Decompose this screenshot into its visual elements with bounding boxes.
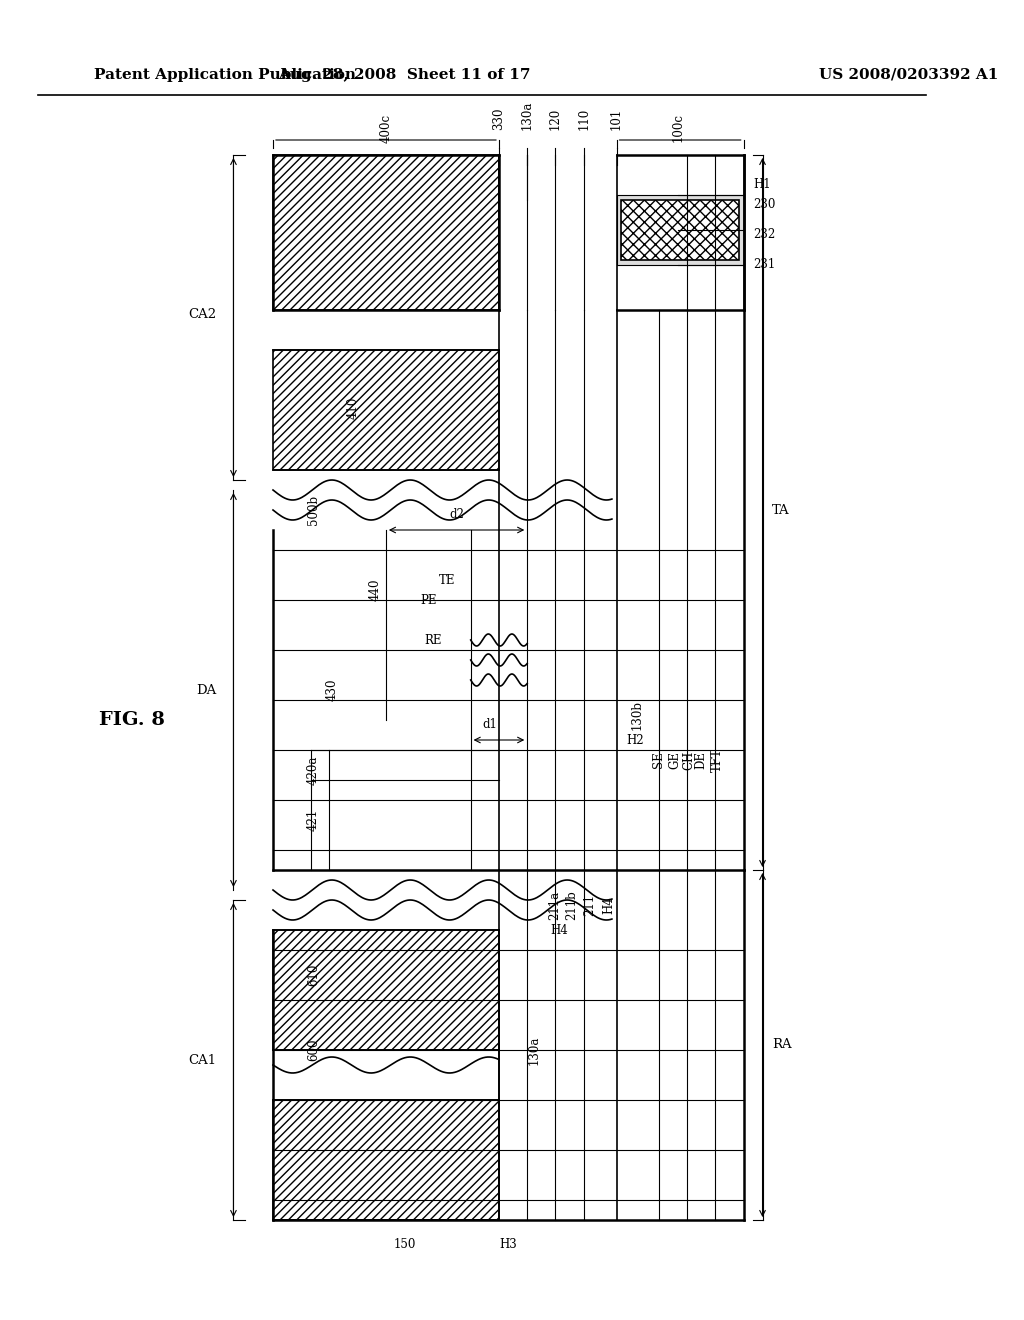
Text: 421: 421 xyxy=(307,809,321,832)
Text: TA: TA xyxy=(772,503,790,516)
Text: TFT: TFT xyxy=(711,748,724,772)
Text: H4: H4 xyxy=(602,896,615,913)
Text: 420a: 420a xyxy=(307,755,321,784)
Text: 500b: 500b xyxy=(307,495,321,525)
Text: d2: d2 xyxy=(450,508,464,521)
Text: 230: 230 xyxy=(753,198,775,211)
Text: 120: 120 xyxy=(549,108,562,129)
Text: H4: H4 xyxy=(551,924,568,936)
Bar xyxy=(622,201,739,260)
Text: 430: 430 xyxy=(326,678,339,701)
Text: SE: SE xyxy=(652,751,666,768)
Text: GE: GE xyxy=(669,751,681,770)
Text: H1: H1 xyxy=(753,178,771,191)
Text: FIG. 8: FIG. 8 xyxy=(99,711,165,729)
Text: 211b: 211b xyxy=(565,890,578,920)
Text: 440: 440 xyxy=(369,578,381,601)
Text: 130a: 130a xyxy=(520,100,534,129)
Text: 610: 610 xyxy=(307,964,321,986)
Text: Aug. 28, 2008  Sheet 11 of 17: Aug. 28, 2008 Sheet 11 of 17 xyxy=(279,69,531,82)
Text: 110: 110 xyxy=(578,108,590,129)
Text: TE: TE xyxy=(439,573,456,586)
Bar xyxy=(273,931,499,1049)
Text: US 2008/0203392 A1: US 2008/0203392 A1 xyxy=(819,69,998,82)
Text: 600: 600 xyxy=(307,1039,321,1061)
Text: PE: PE xyxy=(420,594,436,606)
Text: RA: RA xyxy=(772,1039,792,1052)
Text: 330: 330 xyxy=(493,107,506,129)
Text: 130a: 130a xyxy=(527,1035,541,1065)
Text: 130b: 130b xyxy=(631,700,644,730)
Text: 232: 232 xyxy=(753,228,775,242)
Text: H3: H3 xyxy=(499,1238,517,1251)
Text: 231: 231 xyxy=(753,259,775,272)
Text: H2: H2 xyxy=(626,734,644,747)
Text: 100c: 100c xyxy=(672,114,684,143)
Text: 400c: 400c xyxy=(380,114,392,143)
Text: CA1: CA1 xyxy=(188,1053,216,1067)
Bar xyxy=(273,154,499,310)
Text: RE: RE xyxy=(424,634,441,647)
Text: 211: 211 xyxy=(584,894,597,916)
Bar xyxy=(273,1100,499,1220)
Text: CH: CH xyxy=(683,750,695,770)
Text: d1: d1 xyxy=(482,718,497,731)
Bar xyxy=(616,195,743,265)
Text: 150: 150 xyxy=(393,1238,416,1251)
Text: DE: DE xyxy=(694,751,708,770)
Text: DA: DA xyxy=(197,684,216,697)
Text: Patent Application Publication: Patent Application Publication xyxy=(94,69,356,82)
Text: 211a: 211a xyxy=(548,891,561,920)
Text: CA2: CA2 xyxy=(188,309,216,322)
Text: 410: 410 xyxy=(346,397,359,420)
Text: 101: 101 xyxy=(610,108,624,129)
Bar xyxy=(273,350,499,470)
